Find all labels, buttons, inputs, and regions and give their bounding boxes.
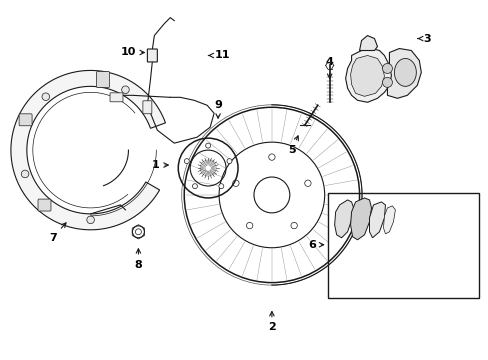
FancyBboxPatch shape [142, 101, 152, 114]
Circle shape [122, 86, 129, 94]
Polygon shape [350, 198, 371, 240]
Circle shape [42, 93, 49, 100]
Circle shape [218, 184, 224, 189]
Text: 8: 8 [134, 249, 142, 270]
Text: 11: 11 [208, 50, 229, 60]
Text: 6: 6 [307, 240, 323, 250]
Circle shape [184, 159, 189, 163]
Circle shape [192, 184, 197, 189]
Text: 5: 5 [287, 136, 298, 155]
Polygon shape [350, 55, 384, 96]
Polygon shape [359, 36, 377, 50]
Text: 9: 9 [214, 100, 222, 118]
Text: 2: 2 [267, 311, 275, 332]
Text: 4: 4 [325, 58, 333, 78]
Text: 10: 10 [121, 48, 144, 58]
FancyBboxPatch shape [110, 93, 122, 102]
FancyBboxPatch shape [147, 49, 157, 62]
Circle shape [21, 170, 29, 178]
Polygon shape [369, 202, 385, 238]
Ellipse shape [382, 63, 392, 73]
Ellipse shape [382, 77, 392, 87]
Circle shape [397, 64, 412, 80]
Polygon shape [386, 49, 421, 98]
Circle shape [363, 39, 371, 46]
FancyBboxPatch shape [327, 193, 478, 298]
Circle shape [87, 216, 94, 224]
FancyBboxPatch shape [19, 114, 32, 126]
Polygon shape [334, 200, 353, 238]
Polygon shape [345, 49, 390, 102]
FancyBboxPatch shape [38, 199, 51, 211]
FancyBboxPatch shape [96, 72, 109, 87]
Polygon shape [383, 206, 395, 234]
Polygon shape [11, 71, 165, 230]
Ellipse shape [394, 58, 415, 86]
Text: 3: 3 [417, 33, 430, 44]
Circle shape [205, 143, 210, 148]
Circle shape [226, 159, 231, 163]
Text: 7: 7 [49, 223, 66, 243]
Text: 1: 1 [151, 160, 168, 170]
